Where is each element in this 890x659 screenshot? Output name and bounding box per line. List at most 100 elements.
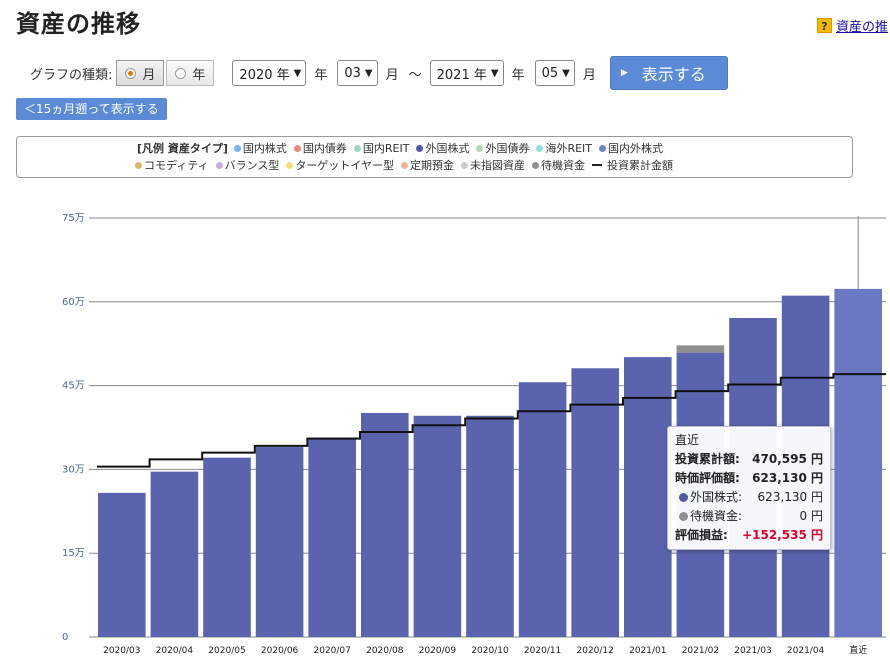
radio-year-indicator (175, 67, 187, 79)
radio-month-indicator (125, 67, 137, 79)
cumulative-investment-line (97, 373, 886, 468)
tooltip-row: 外国株式: 623,130 円 (675, 488, 823, 507)
legend-dot-icon (599, 144, 607, 152)
x-tick-label: 2020/07 (314, 646, 351, 656)
legend-dot-icon (293, 144, 301, 152)
legend-label: 国内外株式 (608, 142, 664, 155)
end-year-select[interactable]: 2021 年 ▼ (429, 60, 504, 86)
chevron-down-icon: ▼ (562, 67, 570, 79)
legend-item-b-0: コモディティ (135, 157, 209, 173)
start-month-select[interactable]: 03 ▼ (337, 60, 378, 86)
x-tick-label: 2020/11 (524, 646, 561, 656)
legend-dot-icon (401, 161, 409, 169)
legend-label: 未指図資産 (470, 159, 526, 172)
radio-year-label: 年 (192, 67, 206, 83)
legend-label: 海外REIT (545, 142, 593, 155)
help-icon: ? (816, 18, 832, 33)
x-tick-label: 2021/02 (682, 646, 719, 656)
play-icon: ▶ (620, 68, 628, 78)
x-tick-label: 2020/05 (208, 646, 245, 656)
year-unit-1: 年 (314, 67, 328, 83)
legend-dot-icon (532, 161, 540, 169)
x-tick-label: 2020/10 (471, 646, 509, 656)
legend-dot-icon (215, 161, 223, 169)
bar-外国株式 (518, 382, 567, 637)
legend-label: 外国株式 (425, 142, 470, 155)
legend-item-a-3: 外国株式 (416, 140, 469, 156)
bar-外国株式 (98, 492, 146, 637)
legend-item-b-1: バランス型 (215, 157, 280, 173)
legend-dot-icon (286, 161, 294, 169)
tooltip-label: 時価評価額: (675, 471, 740, 485)
legend-title: [凡例 資産タイプ] (137, 142, 228, 155)
bar-外国株式 (150, 471, 199, 637)
radio-month[interactable]: 月 (116, 60, 165, 86)
y-tick-label: 45万 (62, 381, 85, 392)
back-15-months-button[interactable]: ＜15ヵ月遡って表示する (16, 98, 167, 120)
legend-item-b-5: 待機資金 (532, 157, 585, 173)
legend-item-b-4: 未指図資産 (461, 157, 525, 173)
graph-type-radio-group: 月 年 (116, 60, 215, 86)
legend-item-b-3: 定期預金 (401, 157, 454, 173)
bar-外国株式 (255, 447, 304, 637)
end-month-select[interactable]: 05 ▼ (534, 60, 575, 86)
legend-row-2: コモディティ バランス型 ターゲットイヤー型 定期預金 未指図資産 待機資金 投資累計金額 (135, 157, 680, 173)
y-tick-label: 30万 (62, 464, 85, 475)
tooltip-value: 0 円 (799, 509, 823, 523)
chevron-down-icon: ▼ (293, 67, 302, 79)
tooltip-row: 投資累計額: 470,595 円 (675, 450, 823, 469)
y-tick-label: 15万 (62, 548, 85, 559)
x-tick-label: 直近 (849, 644, 867, 656)
start-month-value: 03 (344, 65, 361, 81)
legend-dot-icon (135, 161, 142, 169)
legend-label: 国内株式 (242, 142, 287, 155)
legend-item-a-5: 海外REIT (536, 140, 592, 156)
tooltip-title: 直近 (675, 433, 700, 447)
legend-label: ターゲットイヤー型 (295, 159, 395, 172)
legend-label: バランス型 (224, 159, 280, 172)
month-unit-1: 月 (385, 67, 399, 83)
submit-label: 表示する (641, 65, 706, 84)
start-year-value: 2020 年 (239, 67, 290, 83)
submit-button[interactable]: ▶ 表示する (609, 56, 728, 90)
tooltip-label: 評価損益: (675, 528, 728, 542)
start-year-select[interactable]: 2020 年 ▼ (232, 60, 307, 86)
bar-外国株式 (308, 437, 356, 637)
x-tick-label: 2020/03 (103, 646, 140, 656)
legend-item-cumulative-line: 投資累計金額 (592, 157, 673, 173)
x-tick-label: 2021/01 (629, 646, 666, 656)
x-tick-label: 2020/04 (156, 646, 194, 656)
y-tick-label: 75万 (62, 213, 85, 224)
legend-dot-icon (353, 144, 361, 152)
help-link-text[interactable]: 資産の推 (835, 20, 888, 35)
radio-year[interactable]: 年 (166, 60, 215, 86)
legend-dot-icon (416, 144, 424, 152)
legend-dot-icon (476, 144, 484, 152)
x-tick-label: 2020/12 (577, 646, 614, 656)
legend-label: 投資累計金額 (607, 159, 674, 172)
page-title: 資産の推移 (16, 10, 141, 38)
legend-item-a-0: 国内株式 (233, 140, 287, 156)
bar-外国株式 (834, 288, 882, 637)
legend-label: 定期預金 (410, 159, 455, 172)
year-unit-2: 年 (511, 67, 525, 83)
tooltip-value: 623,130 円 (757, 490, 823, 504)
legend-item-a-4: 外国債券 (476, 140, 529, 156)
x-tick-label: 2020/06 (261, 646, 299, 656)
end-month-value: 05 (541, 65, 559, 81)
chart-legend: [凡例 資産タイプ] 国内株式 国内債券 国内REIT 外国株式 外国債券 海外REIT 国… (16, 136, 853, 178)
bar-外国株式 (624, 357, 672, 637)
bar-外国株式 (466, 415, 514, 637)
tooltip-row: 評価損益: +152,535 円 (675, 526, 823, 545)
y-tick-label: 60万 (62, 297, 85, 308)
tooltip-row: 時価評価額: 623,130 円 (675, 469, 823, 488)
month-unit-2: 月 (582, 67, 596, 83)
legend-item-a-1: 国内債券 (293, 140, 347, 156)
graph-type-label: グラフの種類: (30, 67, 113, 83)
legend-dot-icon (536, 144, 544, 152)
y-tick-label: 0 (62, 632, 68, 643)
series-dot-icon (679, 512, 688, 521)
chevron-down-icon: ▼ (490, 67, 499, 79)
help-link[interactable]: ? 資産の推 (816, 16, 888, 35)
chevron-down-icon: ▼ (364, 67, 373, 79)
